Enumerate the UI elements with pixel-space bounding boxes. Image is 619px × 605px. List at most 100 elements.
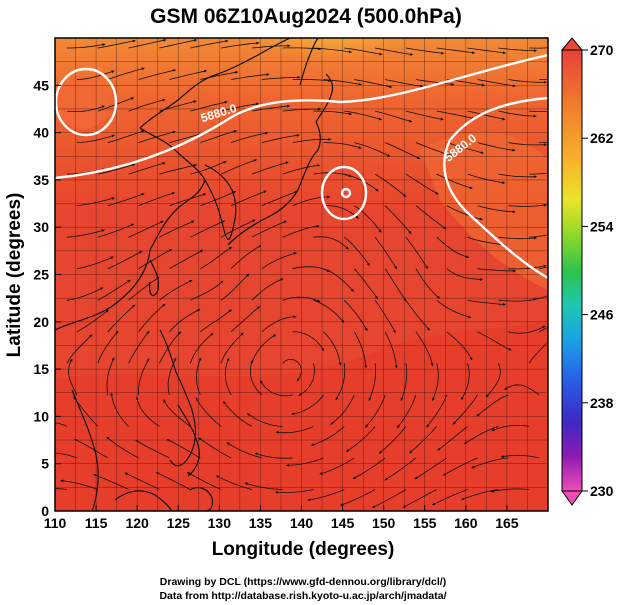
- streamline: [76, 256, 114, 270]
- streamline: [244, 482, 283, 490]
- streamline: [426, 394, 448, 428]
- streamline: [128, 330, 150, 364]
- streamline: [107, 130, 145, 143]
- streamline: [97, 330, 119, 364]
- streamline: [251, 104, 291, 112]
- streamline: [291, 394, 324, 415]
- y-tick-label: 10: [33, 408, 49, 424]
- philippines-visayas: [177, 404, 200, 477]
- streamline: [107, 250, 143, 270]
- streamline: [106, 357, 115, 395]
- streamline: [97, 163, 136, 175]
- streamline: [55, 422, 68, 427]
- streamline: [107, 304, 136, 333]
- streamline: [261, 252, 298, 270]
- streamline: [368, 363, 377, 402]
- streamline: [414, 457, 448, 480]
- streamline: [97, 39, 136, 49]
- streamline: [189, 332, 214, 364]
- streamline: [224, 357, 232, 396]
- contour-5880-high: [320, 165, 368, 221]
- streamline: [220, 273, 250, 301]
- x-tick-label: 155: [413, 515, 437, 531]
- streamline: [405, 110, 444, 121]
- streamline: [200, 309, 232, 333]
- streamline: [353, 268, 379, 300]
- x-tick-label: 140: [290, 515, 314, 531]
- streamline: [384, 268, 407, 302]
- streamline: [190, 39, 229, 49]
- streamline: [498, 173, 538, 179]
- streamline: [261, 190, 298, 207]
- streamline: [260, 379, 293, 397]
- streamline: [230, 306, 261, 333]
- contour-5880-east: [443, 96, 548, 280]
- borneo-coast: [114, 490, 173, 511]
- streamline: [251, 278, 284, 301]
- colorbar-ticks: 270 262 254 246 238 230: [582, 42, 614, 499]
- streamline: [476, 394, 509, 417]
- streamline: [467, 236, 506, 246]
- y-tick-label: 20: [33, 314, 49, 330]
- streamline: [319, 457, 355, 475]
- streamline: [477, 142, 516, 152]
- streamline: [405, 173, 439, 195]
- map-panel: 5880.0 5880.0: [55, 38, 548, 511]
- streamline: [504, 384, 540, 396]
- korea-peninsula: [204, 164, 237, 240]
- streamline: [251, 161, 289, 175]
- streamline: [498, 47, 538, 53]
- streamline: [250, 359, 263, 396]
- indochina-coast: [71, 389, 99, 511]
- y-tick-label: 15: [33, 361, 49, 377]
- streamline: [155, 472, 191, 490]
- japan-honshu: [227, 121, 321, 246]
- y-tick-label: 45: [33, 77, 49, 93]
- streamline: [313, 110, 353, 116]
- streamline: [471, 457, 509, 469]
- streamline: [76, 197, 116, 207]
- streamline: [223, 400, 253, 427]
- y-tick-label: 40: [33, 125, 49, 141]
- streamline: [491, 424, 530, 432]
- colorbar-tick-label: 238: [590, 395, 614, 411]
- streamline: [352, 457, 386, 480]
- streamline: [55, 452, 78, 459]
- streamline: [251, 44, 291, 49]
- streamline: [330, 394, 355, 425]
- streamline: [436, 299, 472, 319]
- streamline: [354, 79, 393, 88]
- streamline: [137, 358, 150, 395]
- streamline: [73, 438, 109, 459]
- streamline: [261, 75, 301, 80]
- streamline: [124, 472, 160, 490]
- streamline: [498, 236, 538, 240]
- streamline: [313, 47, 353, 54]
- streamline: [190, 160, 227, 175]
- streamline: [67, 43, 106, 49]
- northwest-low-patch: [57, 77, 109, 129]
- streamline: [230, 245, 262, 269]
- streamline: [415, 205, 447, 230]
- streamline: [110, 392, 129, 427]
- streamline: [128, 162, 166, 175]
- streamline: [467, 173, 506, 184]
- streamline: [529, 172, 548, 175]
- streamline: [169, 69, 208, 80]
- colorbar-bottom-triangle: [561, 490, 583, 506]
- streamline: [415, 331, 434, 367]
- streamline: [335, 363, 346, 401]
- streamline: [254, 452, 293, 459]
- streamline: [353, 331, 368, 369]
- streamline: [220, 219, 256, 238]
- streamline: [251, 220, 288, 238]
- streamline: [292, 137, 332, 143]
- streamline: [68, 358, 78, 396]
- streamline: [539, 79, 548, 80]
- streamline: [374, 300, 396, 334]
- streamline: [467, 110, 506, 121]
- x-tick-label: 160: [454, 515, 478, 531]
- y-tick-label: 35: [33, 172, 49, 188]
- streamline: [396, 394, 417, 429]
- colorbar-tick-label: 230: [590, 483, 614, 499]
